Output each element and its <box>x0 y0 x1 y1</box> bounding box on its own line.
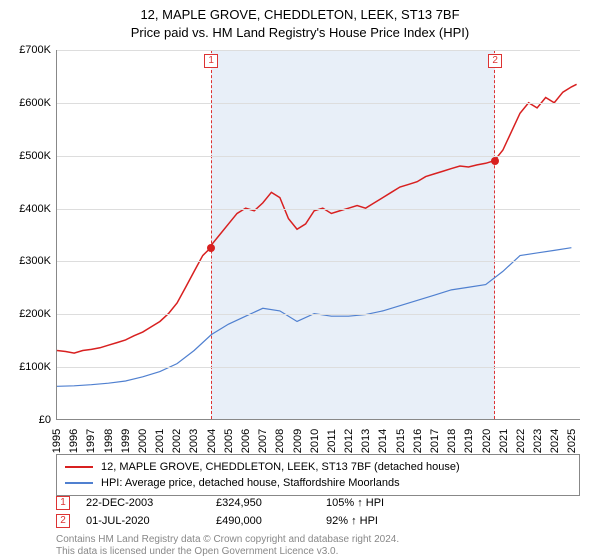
series-line-property <box>57 84 577 353</box>
y-gridline <box>57 50 580 51</box>
x-axis-label: 2007 <box>257 426 269 456</box>
x-axis-label: 2014 <box>377 426 389 456</box>
y-gridline <box>57 103 580 104</box>
y-axis-label: £600K <box>5 97 51 109</box>
legend-label-property: 12, MAPLE GROVE, CHEDDLETON, LEEK, ST13 … <box>101 461 460 473</box>
x-axis-label: 1995 <box>51 426 63 456</box>
x-axis-label: 2001 <box>154 426 166 456</box>
annotation-row-1: 1 22-DEC-2003 £324,950 105% ↑ HPI <box>56 494 580 512</box>
y-gridline <box>57 209 580 210</box>
x-axis-label: 2020 <box>481 426 493 456</box>
y-axis-label: £700K <box>5 44 51 56</box>
x-axis-label: 2004 <box>206 426 218 456</box>
footer-attribution: Contains HM Land Registry data © Crown c… <box>56 534 580 558</box>
x-axis-label: 2024 <box>549 426 561 456</box>
y-axis-label: £200K <box>5 308 51 320</box>
annotation-pct-2: 92% ↑ HPI <box>326 515 436 527</box>
y-axis-label: £400K <box>5 203 51 215</box>
x-axis-label: 2022 <box>515 426 527 456</box>
chart-plot-area: £0£100K£200K£300K£400K£500K£600K£700K199… <box>56 50 580 420</box>
legend-swatch-hpi <box>65 482 93 484</box>
x-axis-label: 2016 <box>412 426 424 456</box>
sale-marker-label-2: 2 <box>488 54 502 68</box>
annotation-date-2: 01-JUL-2020 <box>86 515 216 527</box>
y-axis-label: £100K <box>5 361 51 373</box>
title-line-2: Price paid vs. HM Land Registry's House … <box>0 24 600 42</box>
annotation-marker-1: 1 <box>56 496 70 510</box>
x-axis-label: 2011 <box>326 426 338 456</box>
legend-row-property: 12, MAPLE GROVE, CHEDDLETON, LEEK, ST13 … <box>65 459 571 475</box>
legend-box: 12, MAPLE GROVE, CHEDDLETON, LEEK, ST13 … <box>56 454 580 496</box>
x-axis-label: 2021 <box>498 426 510 456</box>
annotation-price-1: £324,950 <box>216 497 326 509</box>
x-axis-label: 2009 <box>292 426 304 456</box>
series-line-hpi <box>57 248 571 387</box>
x-axis-label: 2006 <box>240 426 252 456</box>
x-axis-label: 2019 <box>463 426 475 456</box>
annotation-price-2: £490,000 <box>216 515 326 527</box>
chart-lines-svg <box>57 50 580 419</box>
x-axis-label: 2000 <box>137 426 149 456</box>
x-axis-label: 2023 <box>532 426 544 456</box>
x-axis-label: 2015 <box>395 426 407 456</box>
legend-label-hpi: HPI: Average price, detached house, Staf… <box>101 477 400 489</box>
y-gridline <box>57 367 580 368</box>
x-axis-label: 1996 <box>68 426 80 456</box>
x-axis-label: 2003 <box>188 426 200 456</box>
y-axis-label: £500K <box>5 150 51 162</box>
x-axis-label: 2010 <box>309 426 321 456</box>
annotation-marker-2: 2 <box>56 514 70 528</box>
annotation-date-1: 22-DEC-2003 <box>86 497 216 509</box>
footer-line-2: This data is licensed under the Open Gov… <box>56 546 580 558</box>
y-axis-label: £0 <box>5 414 51 426</box>
footer-line-1: Contains HM Land Registry data © Crown c… <box>56 534 580 546</box>
x-axis-label: 2025 <box>566 426 578 456</box>
x-axis-label: 2017 <box>429 426 441 456</box>
x-axis-label: 2005 <box>223 426 235 456</box>
chart-header: 12, MAPLE GROVE, CHEDDLETON, LEEK, ST13 … <box>0 0 600 42</box>
title-line-1: 12, MAPLE GROVE, CHEDDLETON, LEEK, ST13 … <box>0 6 600 24</box>
x-axis-label: 1999 <box>120 426 132 456</box>
x-axis-label: 1997 <box>85 426 97 456</box>
y-gridline <box>57 156 580 157</box>
y-gridline <box>57 261 580 262</box>
legend-row-hpi: HPI: Average price, detached house, Staf… <box>65 475 571 491</box>
x-axis-label: 2018 <box>446 426 458 456</box>
sale-marker-point-1 <box>207 244 215 252</box>
x-axis-label: 2012 <box>343 426 355 456</box>
x-axis-label: 2008 <box>274 426 286 456</box>
y-gridline <box>57 314 580 315</box>
annotation-pct-1: 105% ↑ HPI <box>326 497 436 509</box>
sale-marker-label-1: 1 <box>204 54 218 68</box>
legend-swatch-property <box>65 466 93 468</box>
y-axis-label: £300K <box>5 255 51 267</box>
annotation-table: 1 22-DEC-2003 £324,950 105% ↑ HPI 2 01-J… <box>56 494 580 530</box>
x-axis-label: 2013 <box>360 426 372 456</box>
x-axis-label: 2002 <box>171 426 183 456</box>
x-axis-label: 1998 <box>103 426 115 456</box>
sale-marker-point-2 <box>491 157 499 165</box>
annotation-row-2: 2 01-JUL-2020 £490,000 92% ↑ HPI <box>56 512 580 530</box>
